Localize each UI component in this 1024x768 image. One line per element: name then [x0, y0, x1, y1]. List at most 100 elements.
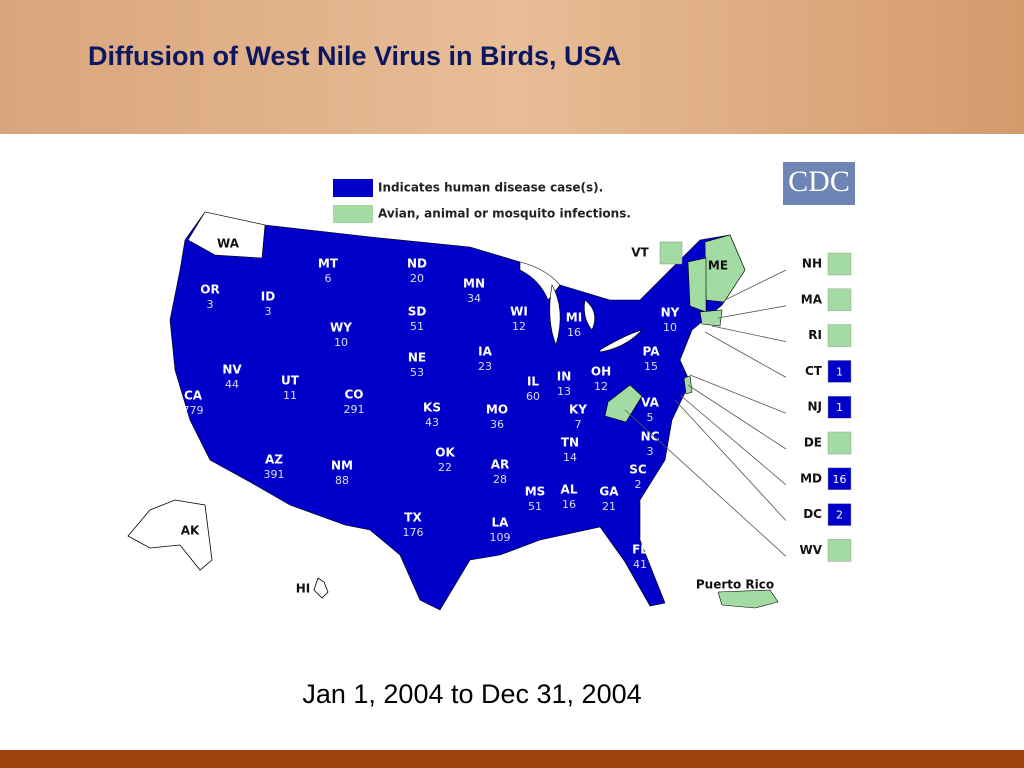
state-box — [659, 241, 683, 265]
state-wv-shape — [604, 384, 643, 423]
state-cases: 6 — [325, 272, 332, 285]
leader-line — [717, 305, 787, 319]
state-abbr: TN — [561, 436, 579, 450]
state-labels: WAOR3ID3MT6ND20SD51WY10NE53MN34WI12MI16I… — [181, 237, 728, 596]
legend-label: Avian, animal or mosquito infections. — [378, 207, 631, 221]
state-cases: 3 — [265, 305, 272, 318]
state-abbr: AR — [491, 458, 510, 472]
footer-band — [0, 750, 1024, 768]
state-cases: 51 — [528, 500, 542, 513]
state-abbr: GA — [599, 485, 619, 499]
callout-abbr: CT — [805, 364, 823, 378]
slide-title: Diffusion of West Nile Virus in Birds, U… — [88, 41, 621, 71]
leader-line — [724, 269, 787, 301]
state-abbr: ND — [407, 257, 427, 271]
alaska-shape — [127, 499, 213, 571]
callout-box — [827, 252, 852, 276]
state-abbr: OK — [435, 446, 455, 460]
state-abbr: IA — [478, 345, 492, 359]
state-abbr: PA — [643, 345, 661, 359]
state-abbr: WI — [510, 305, 528, 319]
state-abbr: MS — [525, 485, 546, 499]
state-abbr: OR — [200, 283, 219, 297]
callout-cases: 2 — [836, 509, 843, 522]
callout-box — [827, 539, 852, 562]
hawaii-shape — [313, 577, 329, 599]
header-band — [0, 0, 1024, 134]
callout-abbr: NH — [802, 257, 822, 271]
state-abbr: MT — [318, 257, 339, 271]
state-abbr: AZ — [265, 453, 283, 467]
lake-erie — [599, 329, 643, 353]
state-cases: 11 — [283, 389, 297, 402]
state-cases: 23 — [478, 360, 492, 373]
state-abbr: WY — [330, 321, 352, 335]
state-abbr: VA — [641, 396, 659, 410]
state-cases: 109 — [490, 531, 511, 544]
state-wa-shape — [187, 211, 266, 259]
callout-abbr: RI — [808, 328, 822, 342]
state-cases: 43 — [425, 416, 439, 429]
legend-label: Indicates human disease case(s). — [378, 181, 603, 195]
callout-box — [827, 360, 852, 383]
state-abbr: ID — [261, 290, 275, 304]
callout-box — [827, 324, 852, 347]
callout-abbr: NJ — [807, 400, 822, 414]
state-cases: 51 — [410, 320, 424, 333]
callout-box — [827, 395, 852, 419]
territory-label: Puerto Rico — [696, 578, 774, 592]
state-cases: 291 — [344, 403, 365, 416]
state-cases: 2 — [635, 478, 642, 491]
callout-cases: 16 — [833, 473, 847, 486]
state-cases: 34 — [467, 292, 481, 305]
state-abbr: NC — [641, 430, 660, 444]
callout-box — [827, 288, 852, 312]
leader-line — [624, 409, 787, 557]
state-cases: 60 — [526, 390, 540, 403]
leader-line — [679, 394, 787, 486]
state-cases: 41 — [633, 558, 647, 571]
state-cases: 5 — [647, 411, 654, 424]
leader-line — [674, 399, 787, 521]
leader-line — [704, 331, 787, 378]
state-cases: 12 — [594, 380, 608, 393]
logo: CDC — [788, 165, 850, 198]
state-cases: 176 — [403, 526, 424, 539]
lake-superior — [519, 261, 561, 301]
state-cases: 10 — [663, 321, 677, 334]
state-cases: 21 — [602, 500, 616, 513]
state-abbr: HI — [296, 582, 311, 596]
leader-line — [687, 384, 787, 450]
state-cases: 3 — [207, 298, 214, 311]
state-cases: 779 — [183, 404, 204, 417]
lake-michigan — [549, 284, 561, 346]
callout-box — [827, 431, 852, 455]
state-abbr: CO — [344, 388, 363, 402]
state-cases: 53 — [410, 366, 424, 379]
state-abbr: UT — [281, 374, 300, 388]
state-cases: 28 — [493, 473, 507, 486]
state-cases: 14 — [563, 451, 577, 464]
callout-cases: 1 — [836, 401, 843, 414]
legend-swatch — [333, 179, 373, 197]
callout-abbr: DC — [803, 507, 822, 521]
state-cases: 88 — [335, 474, 349, 487]
state-cases: 15 — [644, 360, 658, 373]
callout-abbr: MA — [801, 292, 823, 306]
state-abbr: SC — [629, 463, 647, 477]
state-cases: 20 — [410, 272, 424, 285]
map — [127, 211, 779, 611]
state-abbr: IN — [557, 370, 572, 384]
state-abbr: FL — [632, 543, 648, 557]
callout-abbr: DE — [804, 436, 822, 450]
state-cases: 12 — [512, 320, 526, 333]
caption: Jan 1, 2004 to Dec 31, 2004 — [302, 679, 641, 709]
state-cases: 7 — [575, 418, 582, 431]
legend-swatch — [333, 205, 373, 223]
state-abbr: ME — [708, 259, 728, 273]
callout-box — [827, 503, 852, 526]
state-abbr: AK — [181, 524, 200, 538]
state-cases: 16 — [567, 326, 581, 339]
